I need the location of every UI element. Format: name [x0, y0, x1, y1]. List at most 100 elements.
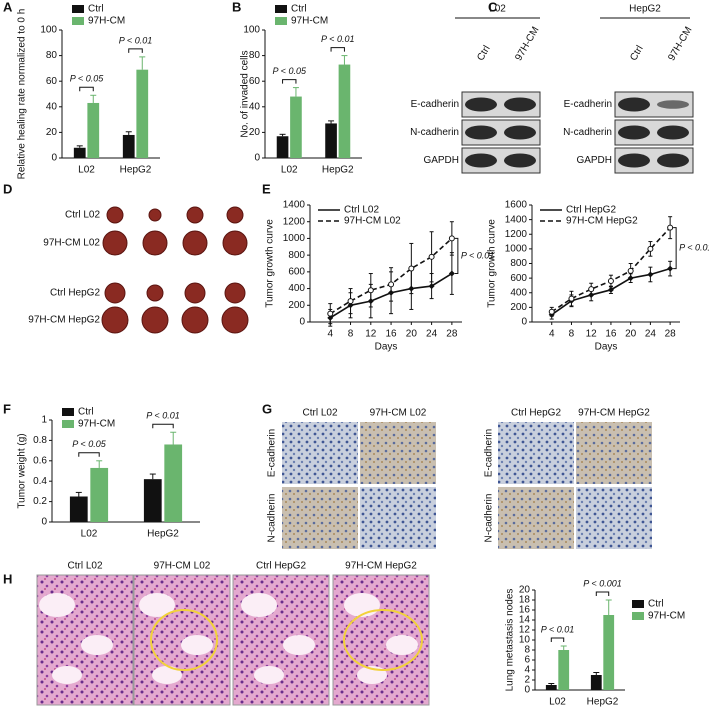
x-tick-label: 16: [605, 329, 617, 340]
y-tick-label: 20: [249, 127, 261, 138]
significance-bracket: [128, 48, 143, 53]
point: [448, 270, 455, 277]
y-tick-label: 800: [510, 258, 527, 269]
ihc-row-label: N-cadherin: [267, 494, 278, 543]
y-tick-label: 12: [519, 625, 531, 636]
tumor: [142, 230, 168, 256]
blot-cell-label: HepG2: [629, 4, 661, 15]
tumor: [186, 206, 204, 224]
y-tick-label: 400: [288, 283, 305, 294]
metastasis-outline: [343, 609, 423, 671]
legend-swatch: [62, 408, 74, 416]
tumor: [221, 306, 249, 334]
error-bar: [548, 683, 555, 685]
y-tick-label: 14: [519, 615, 531, 626]
annotation: P < 0.05: [72, 439, 106, 449]
x-tick-label: 20: [625, 329, 637, 340]
legend-label: 97H-CM L02: [344, 216, 401, 227]
x-tick-label: 20: [406, 329, 418, 340]
legend-label: 97H-CM: [88, 16, 125, 27]
y-tick-label: 0.6: [33, 455, 47, 466]
ihc-image: [360, 487, 436, 549]
tumor: [104, 282, 126, 304]
x-tick-label: 28: [665, 329, 677, 340]
blot-band: [504, 125, 536, 140]
x-tick-label: 8: [348, 329, 354, 340]
y-tick-label: 80: [249, 50, 261, 61]
point: [667, 224, 674, 231]
significance-bracket: [550, 637, 565, 642]
tumor-row-label: 97H-CM L02: [43, 238, 100, 249]
ihc-image: [498, 487, 574, 549]
y-tick-label: 100: [40, 25, 57, 36]
alveolus: [241, 593, 277, 617]
panel-letter: F: [3, 401, 11, 416]
error-bar: [96, 460, 103, 468]
x-axis-label: Days: [375, 342, 398, 353]
error-bar: [279, 133, 286, 137]
error-bar: [170, 431, 177, 445]
y-tick-label: 800: [288, 250, 305, 261]
tumor: [106, 206, 124, 224]
x-tick-label: 8: [569, 329, 575, 340]
he-image: [232, 574, 330, 706]
annotation: P < 0.01: [461, 250, 494, 260]
tumor: [226, 206, 244, 224]
y-tick-label: 1000: [283, 233, 306, 244]
he-column-label: Ctrl HepG2: [256, 561, 306, 572]
he-column-label: 97H-CM HepG2: [345, 561, 417, 572]
legend-swatch: [275, 17, 287, 25]
ihc-image: [282, 487, 358, 549]
blot-band: [657, 125, 689, 140]
y-tick-label: 100: [243, 25, 260, 36]
alveolus: [39, 593, 75, 617]
ihc-column-label: 97H-CM HepG2: [578, 408, 650, 419]
x-tick-label: 16: [386, 329, 398, 340]
blot-row-label: N-cadherin: [410, 127, 459, 138]
bar: [603, 615, 615, 690]
point: [428, 253, 435, 260]
point: [408, 265, 415, 272]
lane-label: 97H-CM: [666, 25, 694, 63]
error-bar: [75, 491, 82, 497]
point: [607, 278, 614, 285]
y-tick-label: 0: [299, 317, 305, 328]
legend-label: Ctrl: [88, 4, 104, 15]
error-bar: [341, 55, 348, 65]
legend-label: Ctrl: [648, 599, 664, 610]
error-bar: [90, 94, 97, 103]
he-column-label: Ctrl L02: [67, 561, 102, 572]
y-tick-label: 60: [249, 76, 261, 87]
legend-label: Ctrl: [291, 4, 307, 15]
significance-bracket: [282, 79, 297, 84]
point: [627, 267, 634, 274]
point: [588, 286, 595, 293]
y-tick-label: 0: [521, 317, 527, 328]
point: [448, 235, 455, 242]
blot-band: [657, 100, 689, 109]
y-tick-label: 2: [524, 675, 530, 686]
significance-bracket: [78, 452, 100, 457]
panel-letter: G: [262, 401, 272, 416]
y-tick-label: 0: [51, 153, 57, 164]
significance-bracket: [330, 47, 345, 52]
point: [388, 281, 395, 288]
bar: [90, 467, 109, 522]
alveolus: [181, 635, 213, 655]
y-axis-label: Lung metastasis nodes: [505, 589, 516, 692]
y-tick-label: 4: [524, 665, 530, 676]
tumor: [141, 306, 169, 334]
blot-band: [657, 153, 689, 168]
blot-row-label: GAPDH: [576, 155, 612, 166]
bar: [69, 496, 88, 522]
blot-row-label: GAPDH: [423, 155, 459, 166]
point: [607, 286, 614, 293]
x-tick-label: L02: [549, 697, 566, 708]
y-tick-label: 1200: [505, 229, 528, 240]
bar: [87, 102, 100, 158]
bar: [276, 136, 289, 158]
annotation: P < 0.05: [70, 74, 104, 84]
tumor: [224, 282, 246, 304]
significance-bracket: [79, 86, 94, 92]
alveolus: [344, 593, 380, 617]
